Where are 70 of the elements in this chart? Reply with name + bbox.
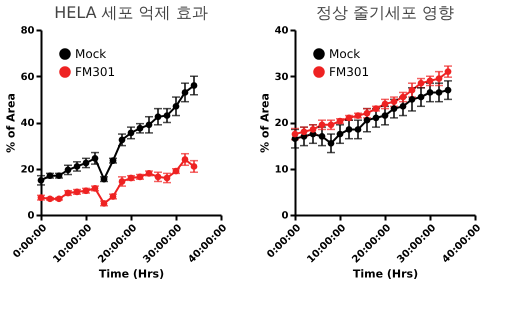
y-tick-label: 20 bbox=[274, 118, 289, 129]
x-axis-title: Time (Hrs) bbox=[98, 268, 164, 281]
point bbox=[328, 121, 334, 128]
point bbox=[364, 110, 370, 117]
point bbox=[118, 136, 126, 144]
point bbox=[182, 156, 188, 163]
y-tick-label: 40 bbox=[20, 118, 35, 129]
point bbox=[426, 89, 434, 96]
chart-title: HELA 세포 억제 효과 bbox=[54, 3, 208, 22]
point bbox=[164, 174, 170, 182]
point bbox=[182, 89, 188, 96]
legend-label: FM301 bbox=[75, 65, 116, 79]
legend-label: Mock bbox=[329, 47, 360, 61]
point bbox=[400, 94, 406, 100]
point bbox=[328, 140, 334, 147]
point bbox=[436, 89, 442, 96]
y-axis-title: % of Area bbox=[258, 93, 272, 153]
point bbox=[46, 195, 54, 202]
point bbox=[82, 160, 90, 166]
point bbox=[128, 130, 134, 136]
legend-label: Mock bbox=[75, 47, 106, 61]
point bbox=[418, 80, 424, 87]
point bbox=[444, 86, 452, 94]
point bbox=[382, 100, 388, 108]
y-tick-label: 0 bbox=[282, 210, 289, 222]
point bbox=[382, 112, 388, 119]
point bbox=[190, 82, 198, 89]
legend-label: FM301 bbox=[329, 65, 370, 79]
chart-title: 정상 줄기세포 영향 bbox=[316, 3, 454, 22]
point bbox=[154, 173, 162, 180]
point bbox=[136, 124, 144, 132]
x-axis-title: Time (Hrs) bbox=[352, 268, 418, 281]
point bbox=[118, 178, 126, 185]
point bbox=[310, 126, 316, 133]
point bbox=[318, 121, 326, 128]
point bbox=[164, 112, 170, 119]
point bbox=[346, 126, 352, 133]
point bbox=[418, 94, 424, 100]
point bbox=[364, 116, 370, 124]
point bbox=[354, 126, 362, 133]
point bbox=[426, 78, 434, 84]
point bbox=[408, 96, 416, 103]
y-axis-title: % of Area bbox=[4, 93, 18, 153]
point bbox=[172, 102, 180, 110]
point bbox=[436, 75, 442, 82]
point bbox=[292, 130, 298, 138]
point bbox=[146, 121, 152, 128]
point bbox=[154, 113, 162, 120]
point bbox=[300, 128, 308, 136]
point bbox=[390, 98, 398, 106]
point bbox=[318, 133, 326, 140]
y-tick-label: 40 bbox=[274, 26, 289, 36]
point bbox=[92, 154, 98, 162]
y-tick-label: 20 bbox=[20, 164, 35, 176]
point bbox=[408, 86, 416, 94]
point bbox=[444, 68, 452, 75]
y-tick-label: 0 bbox=[28, 210, 35, 222]
y-tick-label: 80 bbox=[20, 26, 35, 36]
point bbox=[56, 195, 62, 202]
point bbox=[74, 163, 80, 170]
y-tick-label: 30 bbox=[274, 72, 289, 83]
point bbox=[336, 130, 344, 138]
point bbox=[190, 163, 198, 170]
point bbox=[64, 166, 72, 174]
point bbox=[38, 176, 44, 184]
point bbox=[390, 105, 398, 112]
y-tick-label: 60 bbox=[20, 72, 35, 83]
y-tick-label: 10 bbox=[274, 164, 289, 176]
point bbox=[372, 114, 380, 122]
point bbox=[400, 102, 406, 110]
